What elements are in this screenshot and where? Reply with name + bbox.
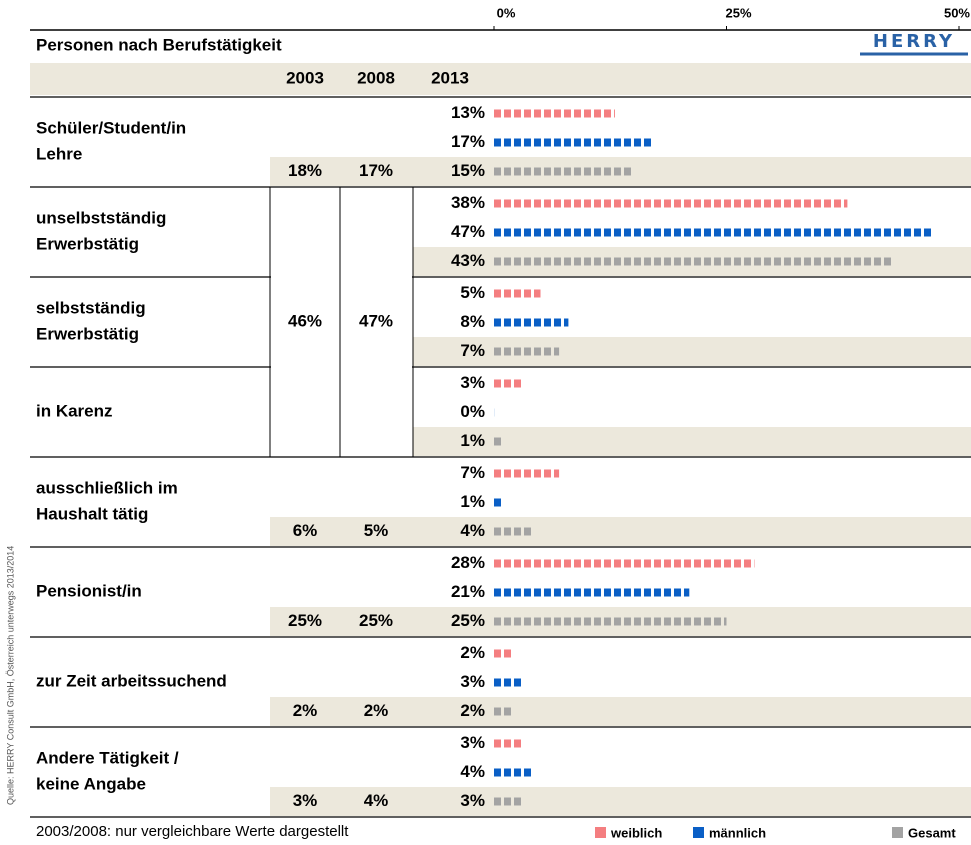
- value-label: 3%: [460, 373, 485, 392]
- value-label: 15%: [451, 161, 485, 180]
- value-label: 4%: [460, 762, 485, 781]
- value-label: 1%: [460, 431, 485, 450]
- source: Quelle: HERRY Consult GmbH, Österreich u…: [5, 546, 15, 805]
- row-band: [270, 517, 971, 546]
- legend-swatch: [892, 827, 903, 838]
- footnote: 2003/2008: nur vergleichbare Werte darge…: [36, 823, 349, 840]
- merged-2008: 47%: [359, 311, 393, 330]
- column-header: 2003: [286, 68, 324, 87]
- cell-2003: 3%: [293, 791, 318, 810]
- logo: HERRY: [873, 31, 955, 52]
- value-label: 1%: [460, 492, 485, 511]
- value-label: 3%: [460, 733, 485, 752]
- value-label: 7%: [460, 341, 485, 360]
- value-label: 0%: [460, 402, 485, 421]
- merge-cover: [271, 366, 412, 369]
- value-label: 8%: [460, 312, 485, 331]
- row-label: Andere Tätigkeit /: [36, 748, 179, 767]
- x-tick-label: 25%: [725, 5, 751, 20]
- row-label: Schüler/Student/in: [36, 118, 186, 137]
- value-label: 38%: [451, 193, 485, 212]
- value-label: 25%: [451, 611, 485, 630]
- value-label: 7%: [460, 463, 485, 482]
- row-label: zur Zeit arbeitssuchend: [36, 671, 227, 690]
- cell-2008: 2%: [364, 701, 389, 720]
- chart-title: Personen nach Berufstätigkeit: [36, 35, 282, 54]
- column-header: 2008: [357, 68, 395, 87]
- value-label: 4%: [460, 521, 485, 540]
- header-band: [30, 63, 971, 95]
- x-tick-label: 0%: [497, 5, 516, 20]
- row-band: [270, 697, 971, 726]
- legend-swatch: [595, 827, 606, 838]
- value-label: 17%: [451, 132, 485, 151]
- row-label: Pensionist/in: [36, 581, 142, 600]
- cell-2008: 25%: [359, 611, 393, 630]
- value-label: 2%: [460, 643, 485, 662]
- merged-2003: 46%: [288, 311, 322, 330]
- value-label: 13%: [451, 103, 485, 122]
- row-label: keine Angabe: [36, 774, 146, 793]
- merge-cover: [271, 276, 412, 279]
- cell-2008: 5%: [364, 521, 389, 540]
- row-label: Erwerbstätig: [36, 234, 139, 253]
- legend-swatch: [693, 827, 704, 838]
- cell-2003: 25%: [288, 611, 322, 630]
- row-label: Lehre: [36, 144, 82, 163]
- value-label: 28%: [451, 553, 485, 572]
- row-label: Erwerbstätig: [36, 324, 139, 343]
- row-label: Haushalt tätig: [36, 504, 148, 523]
- row-label: unselbstständig: [36, 208, 166, 227]
- row-band: [413, 427, 971, 456]
- value-label: 3%: [460, 791, 485, 810]
- value-label: 47%: [451, 222, 485, 241]
- x-tick-label: 50%: [944, 5, 970, 20]
- value-label: 3%: [460, 672, 485, 691]
- row-label: in Karenz: [36, 401, 113, 420]
- legend-label: männlich: [709, 825, 766, 840]
- cell-2003: 18%: [288, 161, 322, 180]
- cell-2008: 4%: [364, 791, 389, 810]
- cell-2003: 6%: [293, 521, 318, 540]
- cell-2008: 17%: [359, 161, 393, 180]
- cell-2003: 2%: [293, 701, 318, 720]
- value-label: 5%: [460, 283, 485, 302]
- row-band: [270, 787, 971, 816]
- column-header: 2013: [431, 68, 469, 87]
- row-label: selbstständig: [36, 298, 146, 317]
- legend-label: Gesamt: [908, 825, 956, 840]
- legend-label: weiblich: [610, 825, 662, 840]
- value-label: 43%: [451, 251, 485, 270]
- value-label: 21%: [451, 582, 485, 601]
- label-group: Schüler/Student/in Lehre unselbstständig Er…: [36, 118, 227, 793]
- row-label: ausschließlich im: [36, 478, 178, 497]
- value-label: 2%: [460, 701, 485, 720]
